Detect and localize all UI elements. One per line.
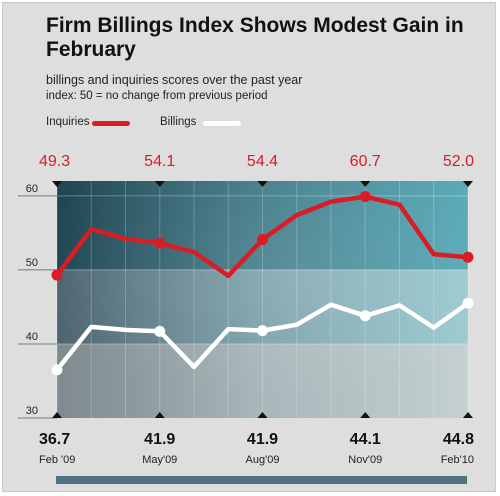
chart-subtitle: billings and inquiries scores over the p… bbox=[46, 73, 303, 87]
y-tick-label: 50 bbox=[26, 257, 38, 269]
month-label: Aug'09 bbox=[246, 454, 280, 466]
inquiries-top-label: 54.1 bbox=[144, 153, 175, 170]
billings-point bbox=[257, 325, 268, 337]
month-label: Feb '09 bbox=[39, 454, 75, 466]
y-tick-label: 40 bbox=[26, 331, 38, 343]
billings-bottom-label: 41.9 bbox=[144, 431, 175, 448]
bottom-tick-marker bbox=[360, 412, 371, 418]
chart-note: index: 50 = no change from previous peri… bbox=[46, 90, 268, 102]
top-tick-marker bbox=[257, 181, 268, 187]
bottom-tick-marker bbox=[463, 412, 473, 418]
month-label: Nov'09 bbox=[348, 454, 382, 466]
billings-point bbox=[154, 325, 166, 337]
billings-bottom-label: 36.7 bbox=[39, 431, 70, 448]
inquiries-point bbox=[154, 237, 166, 249]
billings-point bbox=[51, 364, 63, 376]
top-tick-marker bbox=[52, 181, 62, 187]
legend-billings-label: Billings bbox=[160, 116, 197, 128]
month-label: Feb'10 bbox=[441, 454, 474, 466]
inquiries-point bbox=[51, 269, 63, 281]
legend-inquiries-label: Inquiries bbox=[46, 116, 90, 128]
billings-series bbox=[51, 297, 474, 376]
plot-glow bbox=[57, 181, 468, 418]
plot-background bbox=[57, 181, 468, 418]
bottom-tick-marker bbox=[154, 412, 165, 418]
billings-bottom-label: 44.8 bbox=[443, 431, 474, 448]
inquiries-point bbox=[462, 251, 474, 263]
billings-point bbox=[462, 297, 474, 309]
y-tick-label: 60 bbox=[26, 183, 38, 195]
y-tick-label: 30 bbox=[26, 405, 38, 417]
bottom-bar bbox=[56, 476, 467, 484]
legend-inquiries-swatch bbox=[92, 121, 130, 126]
billings-point bbox=[359, 310, 371, 322]
page-title: Firm Billings Index Shows Modest Gain in… bbox=[46, 14, 464, 61]
month-label: May'09 bbox=[142, 454, 177, 466]
billings-bottom-label: 41.9 bbox=[247, 431, 278, 448]
top-tick-marker bbox=[463, 181, 473, 187]
inquiries-series bbox=[51, 191, 474, 281]
inquiries-top-label: 60.7 bbox=[350, 153, 381, 170]
inquiries-point bbox=[359, 191, 371, 203]
grid bbox=[56, 181, 469, 418]
inquiries-top-label: 52.0 bbox=[443, 153, 474, 170]
inquiries-point bbox=[257, 234, 268, 246]
billings-bottom-label: 44.1 bbox=[350, 431, 381, 448]
inquiries-top-label: 49.3 bbox=[39, 153, 70, 170]
y-axis-ticks: 30 40 50 60 bbox=[18, 181, 473, 419]
top-tick-marker bbox=[154, 181, 165, 187]
bottom-tick-marker bbox=[52, 412, 62, 418]
bottom-tick-marker bbox=[257, 412, 268, 418]
inquiries-top-label: 54.4 bbox=[247, 153, 278, 170]
legend-billings-swatch bbox=[203, 121, 241, 126]
value-labels: 49.3 36.7 Feb '09 54.1 41.9 May'09 54.4 41.9 Aug… bbox=[39, 153, 474, 466]
top-tick-marker bbox=[360, 181, 371, 187]
